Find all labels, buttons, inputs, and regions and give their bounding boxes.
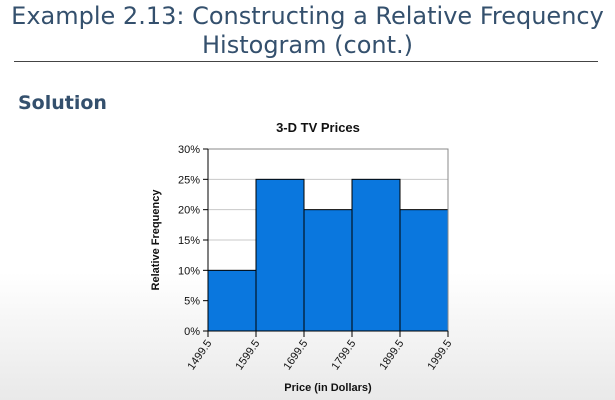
y-tick-label: 15% [178,235,200,247]
x-tick-label: 1799.5 [329,338,358,372]
x-tick-label: 1899.5 [377,338,406,372]
x-tick-label: 1499.5 [185,338,214,372]
section-heading: Solution [18,92,107,114]
x-tick-label: 1599.5 [233,338,262,372]
y-tick-label: 25% [178,174,200,186]
x-tick-label: 1999.5 [425,338,454,372]
histogram-bar [207,269,257,332]
slide-title-line-1: Example 2.13: Constructing a Relative Fr… [11,2,604,30]
histogram-bar [255,178,305,332]
slide-title-line-2: Histogram (cont.) [202,31,413,59]
histogram-bars [207,178,449,332]
histogram-bar [303,209,353,332]
y-tick-label: 5% [184,296,200,308]
histogram-bar [351,178,401,332]
y-tick-label: 10% [178,265,200,277]
slide-title: Example 2.13: Constructing a Relative Fr… [0,2,615,60]
x-axis-ticks: 1499.5 1599.5 1699.5 1799.5 1899.5 1999.5 [185,331,454,372]
x-tick-label: 1699.5 [281,338,310,372]
title-divider [14,61,598,62]
chart-title: 3-D TV Prices [276,120,360,135]
y-tick-label: 30% [178,144,200,156]
y-axis-ticks: 0% 5% 10% 15% 20% 25% 30% [178,144,208,338]
y-tick-label: 0% [184,326,200,338]
y-axis-label: Relative Frequency [150,189,162,291]
x-axis-label: Price (in Dollars) [284,382,372,394]
y-tick-label: 20% [178,205,200,217]
histogram-bar [399,209,449,332]
